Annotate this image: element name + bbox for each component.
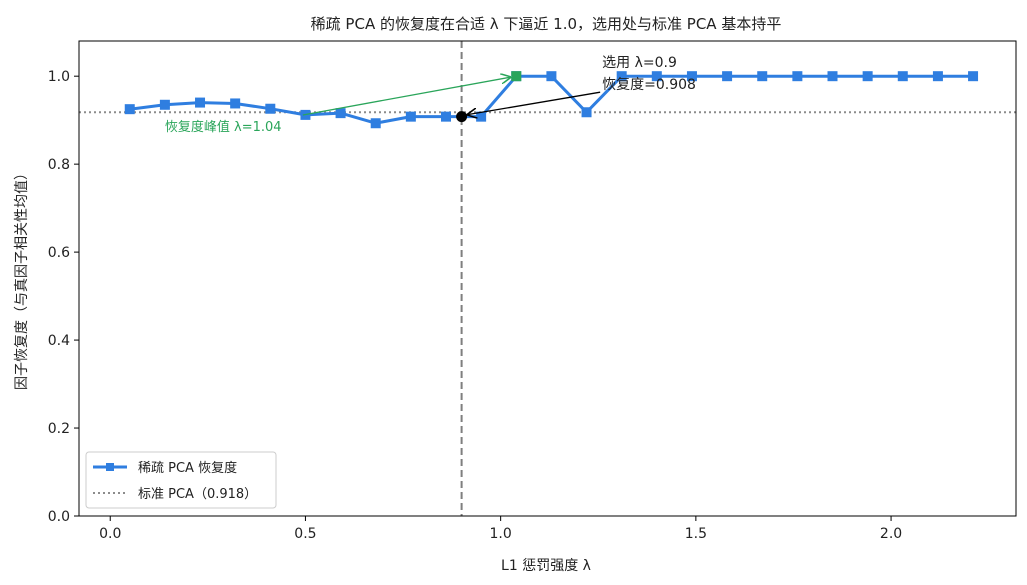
x-tick-label: 1.5 (685, 526, 707, 542)
data-point (581, 107, 592, 118)
data-point (230, 98, 241, 109)
data-point (335, 108, 346, 119)
x-axis: 0.0 0.5 1.0 1.5 2.0 (99, 516, 902, 542)
data-point (897, 71, 908, 82)
peak-annotation-text: 恢复度峰值 λ=1.04 (165, 119, 282, 135)
data-point (827, 71, 838, 82)
chart-title: 稀疏 PCA 的恢复度在合适 λ 下逼近 1.0，选用处与标准 PCA 基本持平 (311, 15, 782, 33)
legend-box (85, 451, 277, 509)
y-tick-label: 0.2 (48, 421, 70, 437)
x-tick-label: 2.0 (880, 526, 902, 542)
data-point (159, 99, 170, 110)
data-point (616, 71, 627, 82)
selected-annotation-text: 恢复度=0.908 (602, 76, 696, 93)
selected-annotation-arrow (468, 91, 601, 114)
data-point (757, 71, 768, 82)
y-axis: 0.0 0.2 0.4 0.6 0.8 1.0 (48, 69, 79, 525)
plot-frame (78, 40, 1017, 517)
legend-label-standard-pca: 标准 PCA（0.918） (138, 487, 257, 502)
y-tick-label: 0.4 (48, 333, 70, 349)
y-tick-label: 0.0 (48, 509, 70, 525)
data-point (932, 71, 943, 82)
y-tick-label: 1.0 (48, 69, 70, 85)
data-point (651, 71, 662, 82)
data-point (968, 71, 979, 82)
legend-marker-sparse-pca (106, 463, 114, 471)
selected-annotation-text: 选用 λ=0.9 (602, 55, 677, 71)
data-point (476, 111, 487, 122)
peak-point-marker (511, 71, 522, 82)
data-point (265, 103, 276, 114)
data-point (862, 71, 873, 82)
selected-point-marker (456, 111, 468, 123)
data-point (722, 71, 733, 82)
x-axis-label: L1 惩罚强度 λ (501, 558, 591, 574)
y-tick-label: 0.8 (48, 157, 70, 173)
y-tick-label: 0.6 (48, 245, 70, 261)
plot-area (79, 41, 1016, 516)
x-tick-label: 0.0 (99, 526, 121, 542)
series-line (129, 74, 974, 125)
data-point (405, 111, 416, 122)
x-tick-label: 0.5 (294, 526, 316, 542)
peak-annotation-arrow (302, 77, 510, 116)
legend-label-sparse-pca: 稀疏 PCA 恢复度 (138, 460, 237, 476)
data-point (124, 104, 135, 115)
data-point (370, 118, 381, 129)
data-point (195, 97, 206, 108)
data-point (686, 71, 697, 82)
x-tick-label: 1.0 (490, 526, 512, 542)
data-point (440, 111, 451, 122)
data-point (546, 71, 557, 82)
legend: 稀疏 PCA 恢复度 标准 PCA（0.918） (85, 451, 277, 509)
data-point (792, 71, 803, 82)
annotations: 选用 λ=0.9 恢复度=0.908 恢复度峰值 λ=1.04 (165, 55, 696, 135)
y-axis-label: 因子恢复度（与真因子相关性均值） (13, 166, 30, 390)
